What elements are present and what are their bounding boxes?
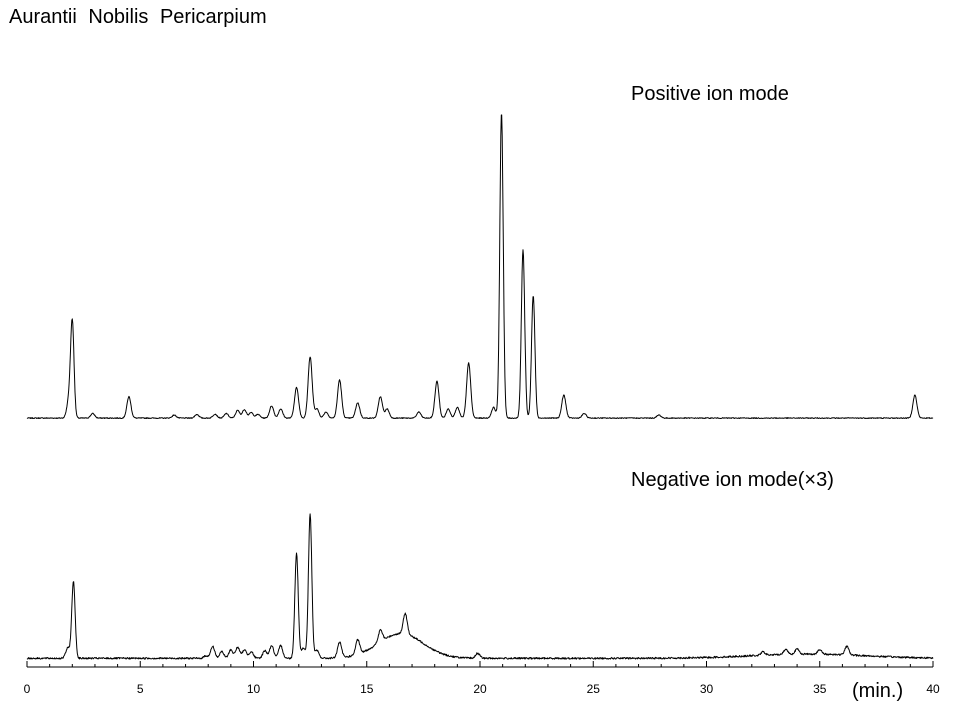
time-axis: 0 5 10 15 20 25 30 35 40 (min.) (24, 661, 940, 702)
x-tick-label: 10 (247, 682, 261, 696)
x-tick-label: 15 (360, 682, 374, 696)
positive-mode-label: Positive ion mode (631, 83, 789, 105)
x-axis-unit-label: (min.) (852, 680, 903, 702)
series-label-group: Positive ion mode Negative ion mode(×3) (631, 83, 834, 491)
negative-ion-trace (26, 513, 934, 660)
positive-ion-trace (26, 114, 934, 419)
negative-mode-label: Negative ion mode(×3) (631, 469, 834, 491)
x-tick-label: 30 (700, 682, 714, 696)
figure-title: Aurantii Nobilis Pericarpium (9, 6, 267, 28)
x-tick-label: 0 (24, 682, 31, 696)
x-tick-label: 35 (813, 682, 827, 696)
x-tick-label: 40 (926, 682, 940, 696)
x-tick-label: 20 (473, 682, 487, 696)
trace-group (26, 114, 934, 660)
x-tick-label: 25 (587, 682, 601, 696)
x-tick-label: 5 (137, 682, 144, 696)
